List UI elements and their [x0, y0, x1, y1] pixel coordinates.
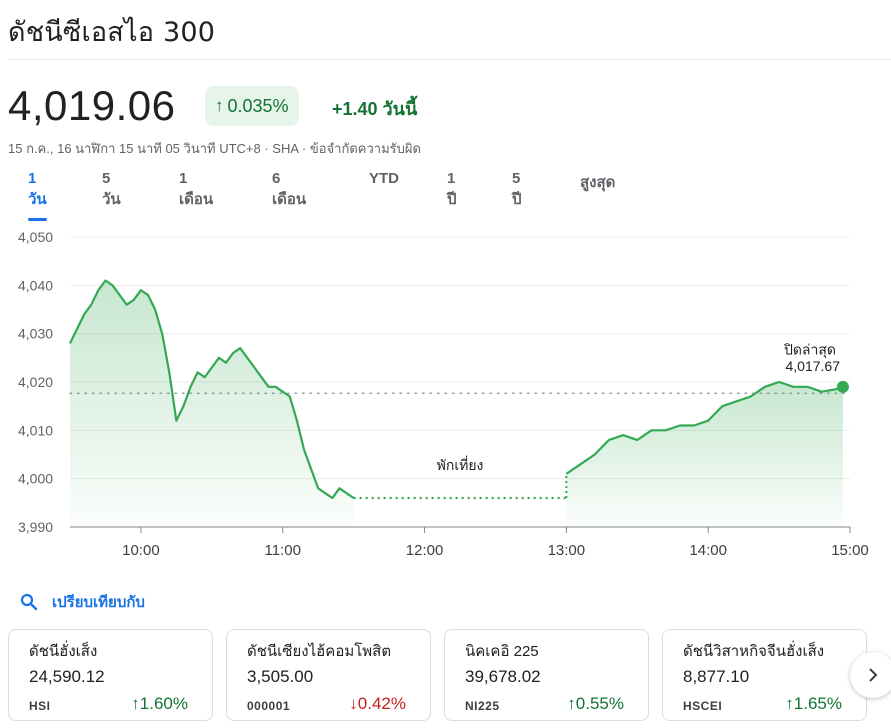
index-change-value: 1.65%	[793, 694, 842, 713]
quote-meta: 15 ก.ค., 16 นาฬิกา 15 นาที 05 วินาที UTC…	[8, 141, 421, 156]
index-change-value: 0.55%	[575, 694, 624, 713]
index-change: ↑0.55%	[567, 694, 624, 714]
percent-change-badge: ↑ 0.035%	[205, 86, 299, 126]
arrow-up-icon: ↑	[215, 96, 224, 115]
price-chart[interactable]: 4,050 4,040 4,030 4,020 4,010 4,000 3,990 10:0…	[0, 222, 891, 572]
index-name: นิคเคอิ 225	[465, 643, 539, 660]
next-cards-button[interactable]	[850, 652, 891, 698]
index-value: 39,678.02	[465, 667, 541, 686]
current-price: 4,019.06	[8, 82, 176, 129]
index-name: ดัชนีเซียงไฮ้คอมโพสิต	[247, 643, 392, 660]
tab-1-day[interactable]: 1 วัน	[28, 170, 47, 221]
index-change: ↓0.42%	[349, 694, 406, 714]
y-tick-label: 4,000	[18, 471, 53, 487]
price-area-morning	[70, 280, 354, 527]
x-tick-label: 12:00	[406, 542, 444, 559]
tab-6-month[interactable]: 6 เดือน	[272, 170, 307, 208]
absolute-change: +1.40 วันนี้	[332, 99, 418, 119]
index-card-hscei[interactable]: ดัชนีวิสาหกิจจีนฮั่งเส็ง 8,877.10 HSCEI …	[662, 629, 867, 721]
x-tick-label: 15:00	[831, 542, 869, 559]
y-tick-label: 4,040	[18, 277, 53, 293]
tab-5-day[interactable]: 5 วัน	[102, 170, 121, 208]
tab-1-month[interactable]: 1 เดือน	[179, 170, 214, 208]
index-symbol: 000001	[247, 699, 291, 713]
y-tick-label: 4,030	[18, 326, 53, 342]
index-value: 8,877.10	[683, 667, 750, 686]
y-tick-label: 4,050	[18, 229, 53, 245]
arrow-up-icon: ↑	[567, 694, 576, 713]
tab-max[interactable]: สูงสุด	[580, 174, 616, 191]
arrow-up-icon: ↑	[131, 694, 140, 713]
index-name: ดัชนีวิสาหกิจจีนฮั่งเส็ง	[683, 643, 825, 660]
index-value: 24,590.12	[29, 667, 105, 686]
compare-button[interactable]: เปรียบเทียบกับ	[20, 590, 145, 614]
index-name: ดัชนีฮั่งเส็ง	[29, 643, 98, 660]
x-tick-label: 13:00	[548, 542, 586, 559]
header-divider	[8, 59, 891, 60]
tab-1-year[interactable]: 1 ปี	[447, 170, 457, 208]
lunch-break-label: พักเที่ยง	[437, 456, 484, 473]
y-tick-label: 4,020	[18, 374, 53, 390]
index-symbol: NI225	[465, 699, 500, 713]
index-symbol: HSCEI	[683, 699, 723, 713]
x-tick-label: 11:00	[265, 542, 301, 559]
percent-change-value: 0.035%	[227, 95, 289, 116]
previous-close-value: 4,017.67	[786, 358, 841, 374]
tab-ytd[interactable]: YTD	[369, 170, 399, 187]
chevron-right-icon	[869, 668, 878, 682]
previous-close-label: ปิดล่าสุด	[783, 341, 836, 358]
y-tick-label: 3,990	[18, 519, 53, 535]
search-icon	[20, 593, 38, 611]
compare-label: เปรียบเทียบกับ	[52, 594, 145, 611]
arrow-down-icon: ↓	[349, 694, 358, 713]
index-card-shanghai[interactable]: ดัชนีเซียงไฮ้คอมโพสิต 3,505.00 000001 ↓0…	[226, 629, 431, 721]
index-change: ↑1.60%	[131, 694, 188, 714]
page-title: ดัชนีซีเอสไอ 300	[8, 17, 216, 48]
index-symbol: HSI	[29, 699, 51, 713]
index-change-value: 0.42%	[357, 694, 406, 713]
index-card-hsi[interactable]: ดัชนีฮั่งเส็ง 24,590.12 HSI ↑1.60%	[8, 629, 213, 721]
x-tick-label: 10:00	[122, 542, 160, 559]
index-change: ↑1.65%	[785, 694, 842, 714]
price-line-morning	[69, 279, 355, 500]
tab-5-year[interactable]: 5 ปี	[512, 170, 522, 208]
y-tick-label: 4,010	[18, 422, 53, 438]
index-change-value: 1.60%	[139, 694, 188, 713]
index-value: 3,505.00	[247, 667, 314, 686]
price-line-afternoon	[565, 380, 844, 475]
arrow-up-icon: ↑	[785, 694, 794, 713]
index-card-nikkei[interactable]: นิคเคอิ 225 39,678.02 NI225 ↑0.55%	[444, 629, 649, 721]
x-tick-label: 14:00	[689, 542, 727, 559]
price-area-afternoon	[566, 382, 843, 527]
last-price-dot	[836, 380, 849, 393]
